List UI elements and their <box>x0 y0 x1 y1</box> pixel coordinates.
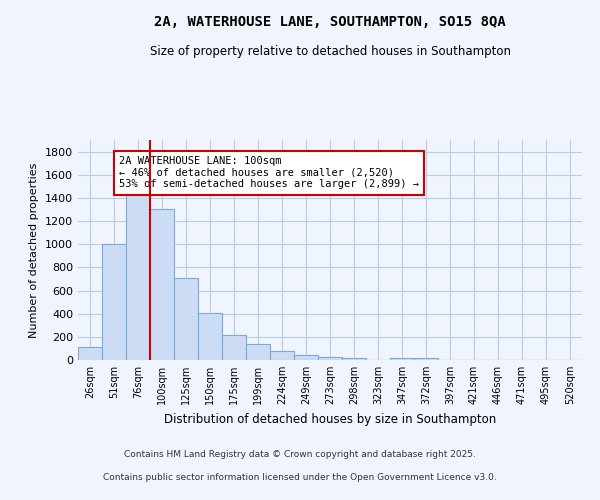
Bar <box>174 278 198 360</box>
X-axis label: Distribution of detached houses by size in Southampton: Distribution of detached houses by size … <box>164 412 496 426</box>
Bar <box>318 356 342 360</box>
Bar <box>198 312 222 360</box>
Bar <box>294 356 318 360</box>
Text: Contains HM Land Registry data © Crown copyright and database right 2025.: Contains HM Land Registry data © Crown c… <box>124 450 476 459</box>
Bar <box>126 186 150 360</box>
Bar <box>270 352 294 360</box>
Y-axis label: Number of detached properties: Number of detached properties <box>29 162 40 338</box>
Bar <box>102 244 126 360</box>
Bar <box>342 358 366 360</box>
Text: Size of property relative to detached houses in Southampton: Size of property relative to detached ho… <box>149 45 511 58</box>
Bar <box>414 358 438 360</box>
Text: 2A WATERHOUSE LANE: 100sqm
← 46% of detached houses are smaller (2,520)
53% of s: 2A WATERHOUSE LANE: 100sqm ← 46% of deta… <box>119 156 419 190</box>
Bar <box>78 348 102 360</box>
Bar <box>150 210 174 360</box>
Bar <box>246 344 270 360</box>
Bar <box>390 358 414 360</box>
Text: 2A, WATERHOUSE LANE, SOUTHAMPTON, SO15 8QA: 2A, WATERHOUSE LANE, SOUTHAMPTON, SO15 8… <box>154 15 506 29</box>
Text: Contains public sector information licensed under the Open Government Licence v3: Contains public sector information licen… <box>103 472 497 482</box>
Bar <box>222 335 246 360</box>
